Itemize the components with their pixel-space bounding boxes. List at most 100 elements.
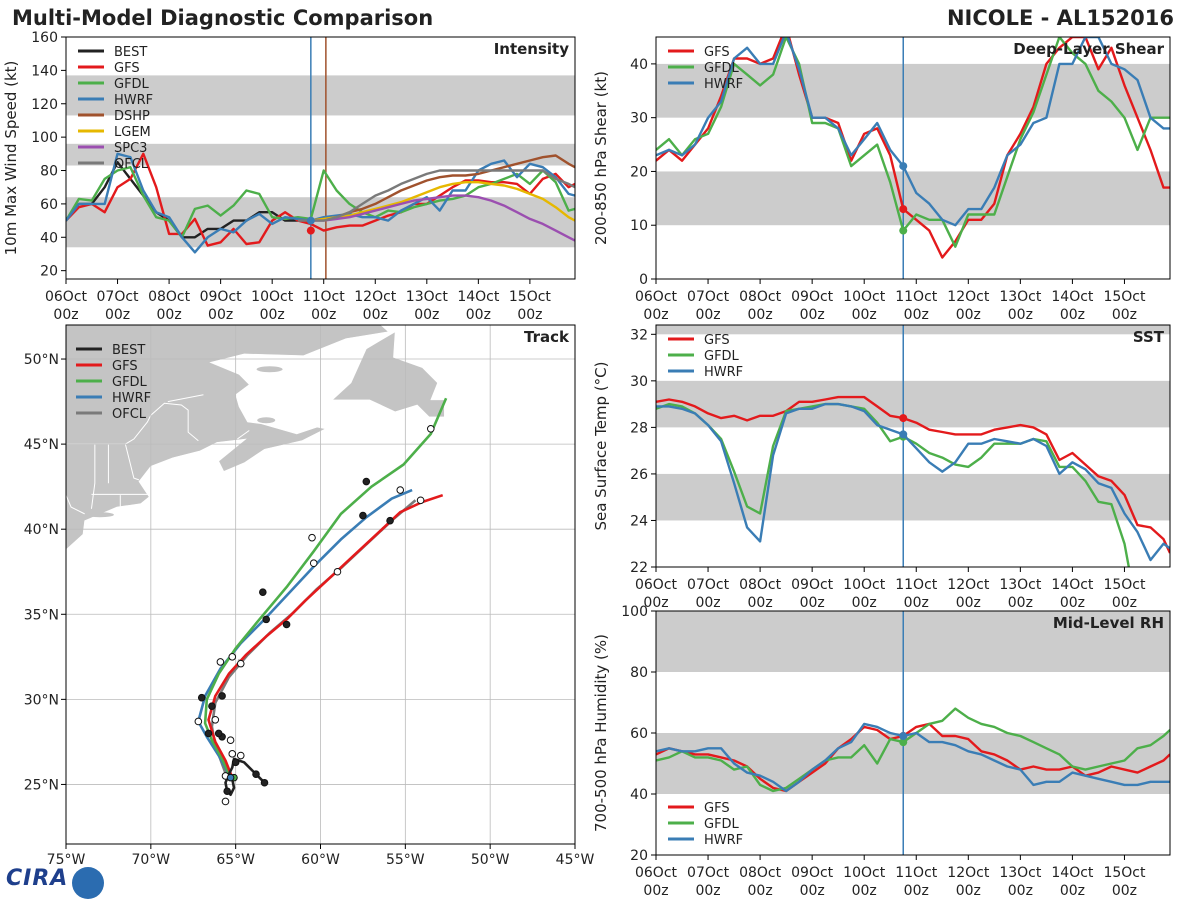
shear-xtick-label: 00z: [695, 307, 720, 323]
intensity-band-1: [66, 143, 575, 166]
intensity-legend-label: DSHP: [114, 109, 150, 124]
intensity-xtick-label: 14Oct: [457, 289, 500, 305]
rh-ytick-label: 100: [621, 604, 648, 620]
shear-ylabel: 200-850 hPa Shear (kt): [592, 71, 610, 245]
shear-series-gfs: [656, 37, 1170, 259]
rh-marker-hwrf: [899, 732, 908, 741]
sst-ytick-label: 30: [630, 374, 648, 390]
track-position-marker: [236, 751, 245, 760]
track-position-marker: [416, 496, 425, 505]
sst-xtick-label: 15Oct: [1103, 577, 1146, 593]
rh-xtick-label: 00z: [800, 883, 825, 899]
shear-ytick-label: 30: [630, 111, 648, 127]
intensity-xtick-label: 00z: [157, 307, 182, 323]
shear-xtick-label: 00z: [956, 307, 981, 323]
border-line: [66, 494, 85, 515]
rh-xtick-label: 00z: [904, 883, 929, 899]
shear-marker-gfdl: [899, 226, 908, 235]
track-lon-label: 50°W: [471, 852, 510, 868]
sst-legend-label: GFS: [704, 333, 730, 348]
shear-marker-hwrf: [899, 162, 908, 171]
intensity-legend-label: HWRF: [114, 93, 153, 108]
sst-xtick-label: 00z: [748, 595, 773, 611]
shear-frame: [655, 36, 1171, 280]
track-panel: 75°W 70°W 65°W 60°W 55°W 50°W 45°W 25°N 30°N 35°N…: [24, 324, 594, 868]
rh-series-gfs: [656, 722, 1170, 793]
rh-xtick-label: 09Oct: [791, 865, 834, 881]
shear-series-gfdl: [656, 37, 1170, 248]
shear-xtick-label: 12Oct: [947, 289, 990, 305]
intensity-frame: [65, 36, 576, 280]
rh-marker-gfdl: [899, 738, 908, 747]
rh-xtick-label: 11Oct: [895, 865, 938, 881]
track-position-marker: [221, 797, 230, 806]
sst-series-gfs: [656, 395, 1170, 554]
intensity-series-ofcl: [297, 169, 575, 222]
sst-xtick-label: 07Oct: [687, 577, 730, 593]
sst-ytick-label: 22: [630, 560, 648, 576]
rh-title: Mid-Level RH: [1053, 614, 1164, 632]
intensity-series-gfdl: [66, 165, 575, 239]
track-position-marker: [211, 715, 220, 724]
shear-ytick-label: 10: [630, 218, 648, 234]
border-line: [167, 394, 204, 403]
shear-xtick-label: 00z: [852, 307, 877, 323]
intensity-xtick-label: 00z: [363, 307, 388, 323]
intensity-xtick-label: 07Oct: [97, 289, 140, 305]
north-america-land: [66, 325, 390, 551]
track-series-gfs: [207, 493, 444, 779]
sst-xtick-label: 06Oct: [635, 577, 678, 593]
track-title: Track: [524, 328, 570, 346]
rh-legend-label: GFS: [704, 801, 730, 816]
intensity-band-2: [66, 75, 575, 116]
track-lat-label: 35°N: [24, 607, 59, 623]
cira-logo: CIRA: [6, 866, 69, 891]
rh-series-hwrf: [656, 722, 1170, 793]
track-legend-label: GFS: [112, 359, 138, 374]
rh-panel: 20 40 60 80 100 06Oct 00z 07Oct 00z 08Oct 00z 09Oct…: [592, 604, 1171, 899]
logo-swirl-icon: [72, 867, 104, 899]
track-position-marker: [309, 559, 318, 568]
intensity-xtick-label: 00z: [414, 307, 439, 323]
shear-xtick-label: 13Oct: [999, 289, 1042, 305]
sst-ytick-label: 24: [630, 513, 648, 529]
rh-xtick-label: 00z: [643, 883, 668, 899]
sst-xtick-label: 00z: [1060, 595, 1085, 611]
intensity-xtick-label: 00z: [466, 307, 491, 323]
track-legend-label: HWRF: [112, 391, 151, 406]
sst-legend-label: HWRF: [704, 365, 743, 380]
rh-xtick-label: 06Oct: [635, 865, 678, 881]
sst-series-gfdl: [656, 402, 1130, 567]
track-position-marker: [362, 477, 371, 486]
sst-ytick-label: 26: [630, 467, 648, 483]
sst-ylabel: Sea Surface Temp (°C): [592, 361, 610, 530]
sst-xtick-label: 00z: [643, 595, 668, 611]
shear-xtick-label: 10Oct: [843, 289, 886, 305]
track-lat-label: 45°N: [24, 437, 59, 453]
intensity-xtick-label: 12Oct: [354, 289, 397, 305]
track-lon-label: 70°W: [131, 852, 170, 868]
figure-title: Multi-Model Diagnostic Comparison: [12, 6, 434, 30]
track-position-marker: [194, 717, 203, 726]
rh-xtick-label: 13Oct: [999, 865, 1042, 881]
rh-xtick-label: 15Oct: [1103, 865, 1146, 881]
shear-xtick-label: 00z: [904, 307, 929, 323]
sst-xtick-label: 12Oct: [947, 577, 990, 593]
storm-id: NICOLE - AL152016: [946, 6, 1174, 30]
intensity-title: Intensity: [494, 40, 570, 58]
shear-xtick-label: 15Oct: [1103, 289, 1146, 305]
intensity-series-dshp: [310, 154, 575, 222]
shear-panel: 0 10 20 30 40 06Oct 00z 07Oct 00z 08Oct 00z 09Oct 00…: [592, 36, 1171, 323]
newfoundland-land: [331, 331, 445, 418]
border-line: [237, 430, 250, 440]
shear-xtick-label: 00z: [1008, 307, 1033, 323]
rh-xtick-label: 12Oct: [947, 865, 990, 881]
track-position-marker: [262, 615, 271, 624]
track-position-marker: [282, 620, 291, 629]
rh-band-1: [656, 611, 1170, 672]
track-position-marker: [260, 778, 269, 787]
rh-xtick-label: 00z: [1112, 883, 1137, 899]
sst-title: SST: [1133, 328, 1165, 346]
